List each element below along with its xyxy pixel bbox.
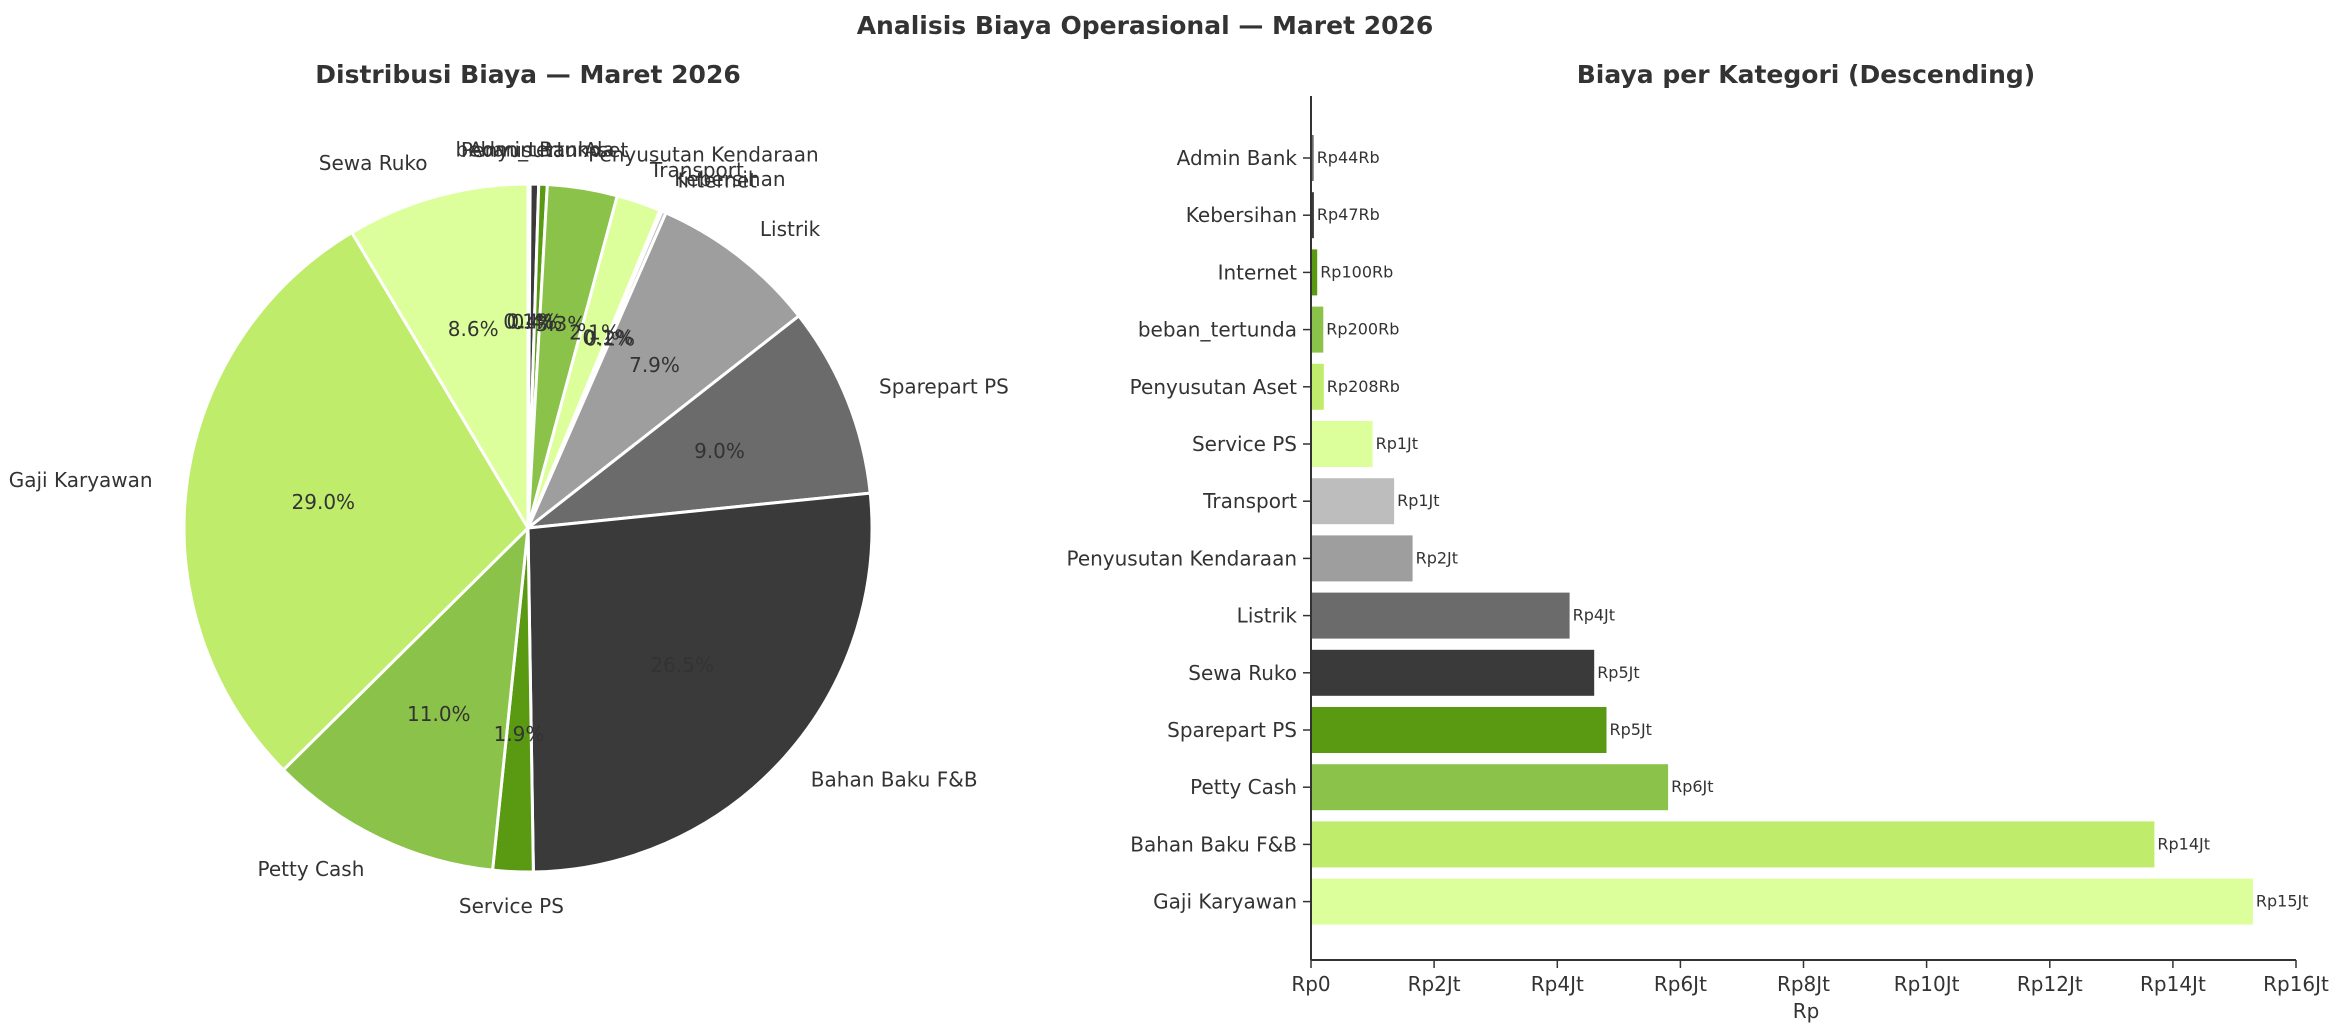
pie-label-bahan-baku-f-b: Bahan Baku F&B <box>811 767 978 791</box>
pie-pct-beban-tertunda: 0.4% <box>506 310 557 334</box>
bar-sewa-ruko <box>1311 649 1595 696</box>
bar-beban-tertunda <box>1311 306 1324 353</box>
pie-pct-internet: 0.2% <box>584 326 635 350</box>
bar-chart: Biaya per Kategori (Descending) Admin Ba… <box>1066 60 2329 1023</box>
bar-value-label-bahan-baku-f-b: Rp14Jt <box>2157 834 2210 853</box>
bar-value-label-petty-cash: Rp6Jt <box>1671 777 1713 796</box>
bar-chart-title: Biaya per Kategori (Descending) <box>1577 60 2035 89</box>
pie-pct-admin-bank: 0.1% <box>503 310 554 334</box>
bar-penyusutan-aset <box>1311 363 1324 410</box>
x-tick-label: Rp14Jt <box>2140 972 2206 996</box>
bar-value-label-internet: Rp100Rb <box>1320 262 1393 281</box>
bar-petty-cash <box>1311 764 1669 811</box>
pie-label-admin-bank: Admin Bank <box>469 138 590 162</box>
bar-value-label-kebersihan: Rp47Rb <box>1317 205 1380 224</box>
bar-category-beban-tertunda: beban_tertunda <box>1138 318 1297 342</box>
pie-slice-bahan-baku-f-b <box>526 491 874 874</box>
pie-label-penyusutan-kendaraan: Penyusutan Kendaraan <box>588 142 819 166</box>
x-tick-label: Rp16Jt <box>2263 972 2329 996</box>
pie-label-petty-cash: Petty Cash <box>258 857 365 881</box>
x-tick-label: Rp12Jt <box>2017 972 2083 996</box>
bar-category-listrik: Listrik <box>1237 604 1298 628</box>
x-tick-label: Rp8Jt <box>1777 972 1830 996</box>
bar-value-label-sewa-ruko: Rp5Jt <box>1597 663 1639 682</box>
pie-chart-title: Distribusi Biaya — Maret 2026 <box>315 60 740 89</box>
pie-label-internet: Internet <box>678 168 758 192</box>
pie-slice-petty-cash <box>281 523 530 872</box>
pie-pct-service-ps: 1.9% <box>494 722 545 746</box>
bar-category-kebersihan: Kebersihan <box>1186 203 1297 227</box>
bar-category-transport: Transport <box>1202 489 1297 513</box>
pie-chart: Distribusi Biaya — Maret 2026 0.1%0.4%0.… <box>9 60 1009 918</box>
bar-listrik <box>1311 592 1570 639</box>
pie-label-listrik: Listrik <box>760 217 821 241</box>
bar-category-bahan-baku-f-b: Bahan Baku F&B <box>1130 832 1297 856</box>
bar-value-label-beban-tertunda: Rp200Rb <box>1326 320 1399 339</box>
x-tick-label: Rp2Jt <box>1408 972 1461 996</box>
bar-gaji-karyawan <box>1311 878 2253 925</box>
pie-label-beban-tertunda: beban_tertunda <box>456 138 615 162</box>
pie-pct-transport: 2.1% <box>569 321 620 345</box>
bar-value-label-service-ps: Rp1Jt <box>1376 434 1418 453</box>
bar-penyusutan-kendaraan <box>1311 535 1413 582</box>
bar-sparepart-ps <box>1311 707 1607 753</box>
x-tick-label: Rp0 <box>1291 972 1330 996</box>
bar-category-sparepart-ps: Sparepart PS <box>1167 718 1297 742</box>
pie-pct-penyusutan-kendaraan: 3.3% <box>535 312 586 336</box>
bar-value-label-sparepart-ps: Rp5Jt <box>1610 720 1652 739</box>
bar-value-label-admin-bank: Rp44Rb <box>1317 148 1380 167</box>
bar-category-internet: Internet <box>1218 260 1298 284</box>
pie-pct-penyusutan-aset: 0.4% <box>512 310 563 334</box>
bar-value-label-gaji-karyawan: Rp15Jt <box>2256 892 2309 911</box>
bar-value-label-penyusutan-kendaraan: Rp2Jt <box>1416 548 1458 567</box>
bar-admin-bank <box>1311 135 1314 181</box>
figure-title: Analisis Biaya Operasional — Maret 2026 <box>857 11 1434 40</box>
bar-value-label-listrik: Rp4Jt <box>1573 606 1615 625</box>
pie-pct-kebersihan: 0.1% <box>582 326 633 350</box>
bar-category-sewa-ruko: Sewa Ruko <box>1188 661 1297 685</box>
pie-label-sparepart-ps: Sparepart PS <box>879 375 1009 399</box>
pie-label-kebersihan: Kebersihan <box>674 167 785 191</box>
pie-slice-listrik <box>526 210 801 530</box>
bar-value-label-penyusutan-aset: Rp208Rb <box>1327 377 1400 396</box>
bar-value-label-transport: Rp1Jt <box>1397 491 1439 510</box>
pie-pct-listrik: 7.9% <box>629 353 680 377</box>
bar-category-service-ps: Service PS <box>1192 432 1297 456</box>
pie-label-penyusutan-aset: Penyusutan Aset <box>461 138 628 162</box>
bar-category-penyusutan-kendaraan: Penyusutan Kendaraan <box>1066 546 1297 570</box>
x-tick-label: Rp4Jt <box>1531 972 1584 996</box>
bar-internet <box>1311 249 1318 296</box>
pie-label-sewa-ruko: Sewa Ruko <box>319 151 428 175</box>
pie-slice-sewa-ruko <box>349 182 530 534</box>
pie-pct-bahan-baku-f-b: 26.5% <box>650 653 714 677</box>
bar-category-penyusutan-aset: Penyusutan Aset <box>1130 375 1297 399</box>
bar-category-gaji-karyawan: Gaji Karyawan <box>1153 890 1297 914</box>
pie-pct-sewa-ruko: 8.6% <box>448 317 499 341</box>
bar-category-petty-cash: Petty Cash <box>1190 775 1297 799</box>
bar-bahan-baku-f-b <box>1311 821 2155 868</box>
pie-label-gaji-karyawan: Gaji Karyawan <box>9 468 153 492</box>
pie-slice-gaji-karyawan <box>182 230 530 773</box>
pie-slice-sparepart-ps <box>522 313 872 531</box>
pie-pct-petty-cash: 11.0% <box>407 702 471 726</box>
pie-label-service-ps: Service PS <box>459 894 564 918</box>
bar-kebersihan <box>1311 192 1314 239</box>
bar-x-axis-label: Rp <box>1793 999 1820 1023</box>
bar-service-ps <box>1311 421 1373 467</box>
pie-pct-gaji-karyawan: 29.0% <box>292 490 356 514</box>
bar-transport <box>1311 478 1395 525</box>
pie-label-transport: Transport <box>649 158 744 182</box>
bar-category-admin-bank: Admin Bank <box>1177 146 1298 170</box>
pie-pct-sparepart-ps: 9.0% <box>694 439 745 463</box>
x-tick-label: Rp6Jt <box>1654 972 1707 996</box>
x-tick-label: Rp10Jt <box>1894 972 1960 996</box>
